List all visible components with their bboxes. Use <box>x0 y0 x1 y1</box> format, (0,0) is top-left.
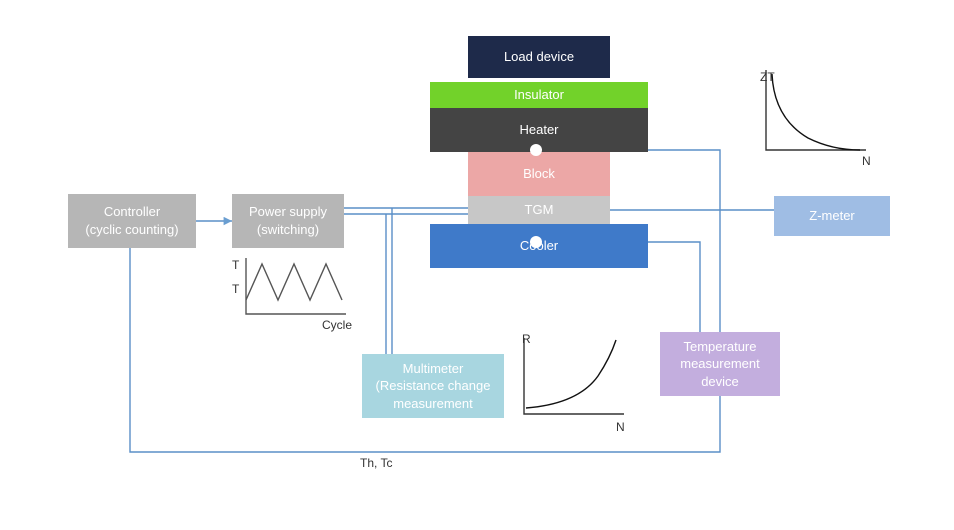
load-device-box: Load device <box>468 36 610 78</box>
zt-y-label: ZT <box>760 70 775 84</box>
cycle-y-bot: T <box>232 282 239 296</box>
cold-sensor-dot <box>530 236 542 248</box>
cycle-chart <box>240 256 348 320</box>
zt-chart <box>760 68 868 156</box>
zt-x-label: N <box>862 154 871 168</box>
load-label: Load device <box>504 48 574 66</box>
zmeter-label: Z-meter <box>809 207 855 225</box>
insulator-label: Insulator <box>514 86 564 104</box>
block-label: Block <box>523 165 555 183</box>
r-chart-x-label: N <box>616 420 625 434</box>
cycle-y-top: T <box>232 258 239 272</box>
th-tc-label: Th, Tc <box>360 456 392 470</box>
heater-label: Heater <box>519 121 558 139</box>
tgm-label: TGM <box>525 201 554 219</box>
power-label: Power supply (switching) <box>249 203 327 238</box>
multimeter-box: Multimeter (Resistance change measuremen… <box>362 354 504 418</box>
multimeter-label: Multimeter (Resistance change measuremen… <box>376 360 491 413</box>
insulator-box: Insulator <box>430 82 648 108</box>
controller-label: Controller (cyclic counting) <box>85 203 178 238</box>
resistance-chart <box>518 336 626 420</box>
z-meter-box: Z-meter <box>774 196 890 236</box>
block-box: Block <box>468 152 610 196</box>
temp-device-box: Temperature measurement device <box>660 332 780 396</box>
hot-sensor-dot <box>530 144 542 156</box>
tempdev-label: Temperature measurement device <box>680 338 759 391</box>
cycle-x-label: Cycle <box>322 318 352 332</box>
r-chart-y-label: R <box>522 332 531 346</box>
power-supply-box: Power supply (switching) <box>232 194 344 248</box>
controller-box: Controller (cyclic counting) <box>68 194 196 248</box>
tgm-box: TGM <box>468 196 610 224</box>
